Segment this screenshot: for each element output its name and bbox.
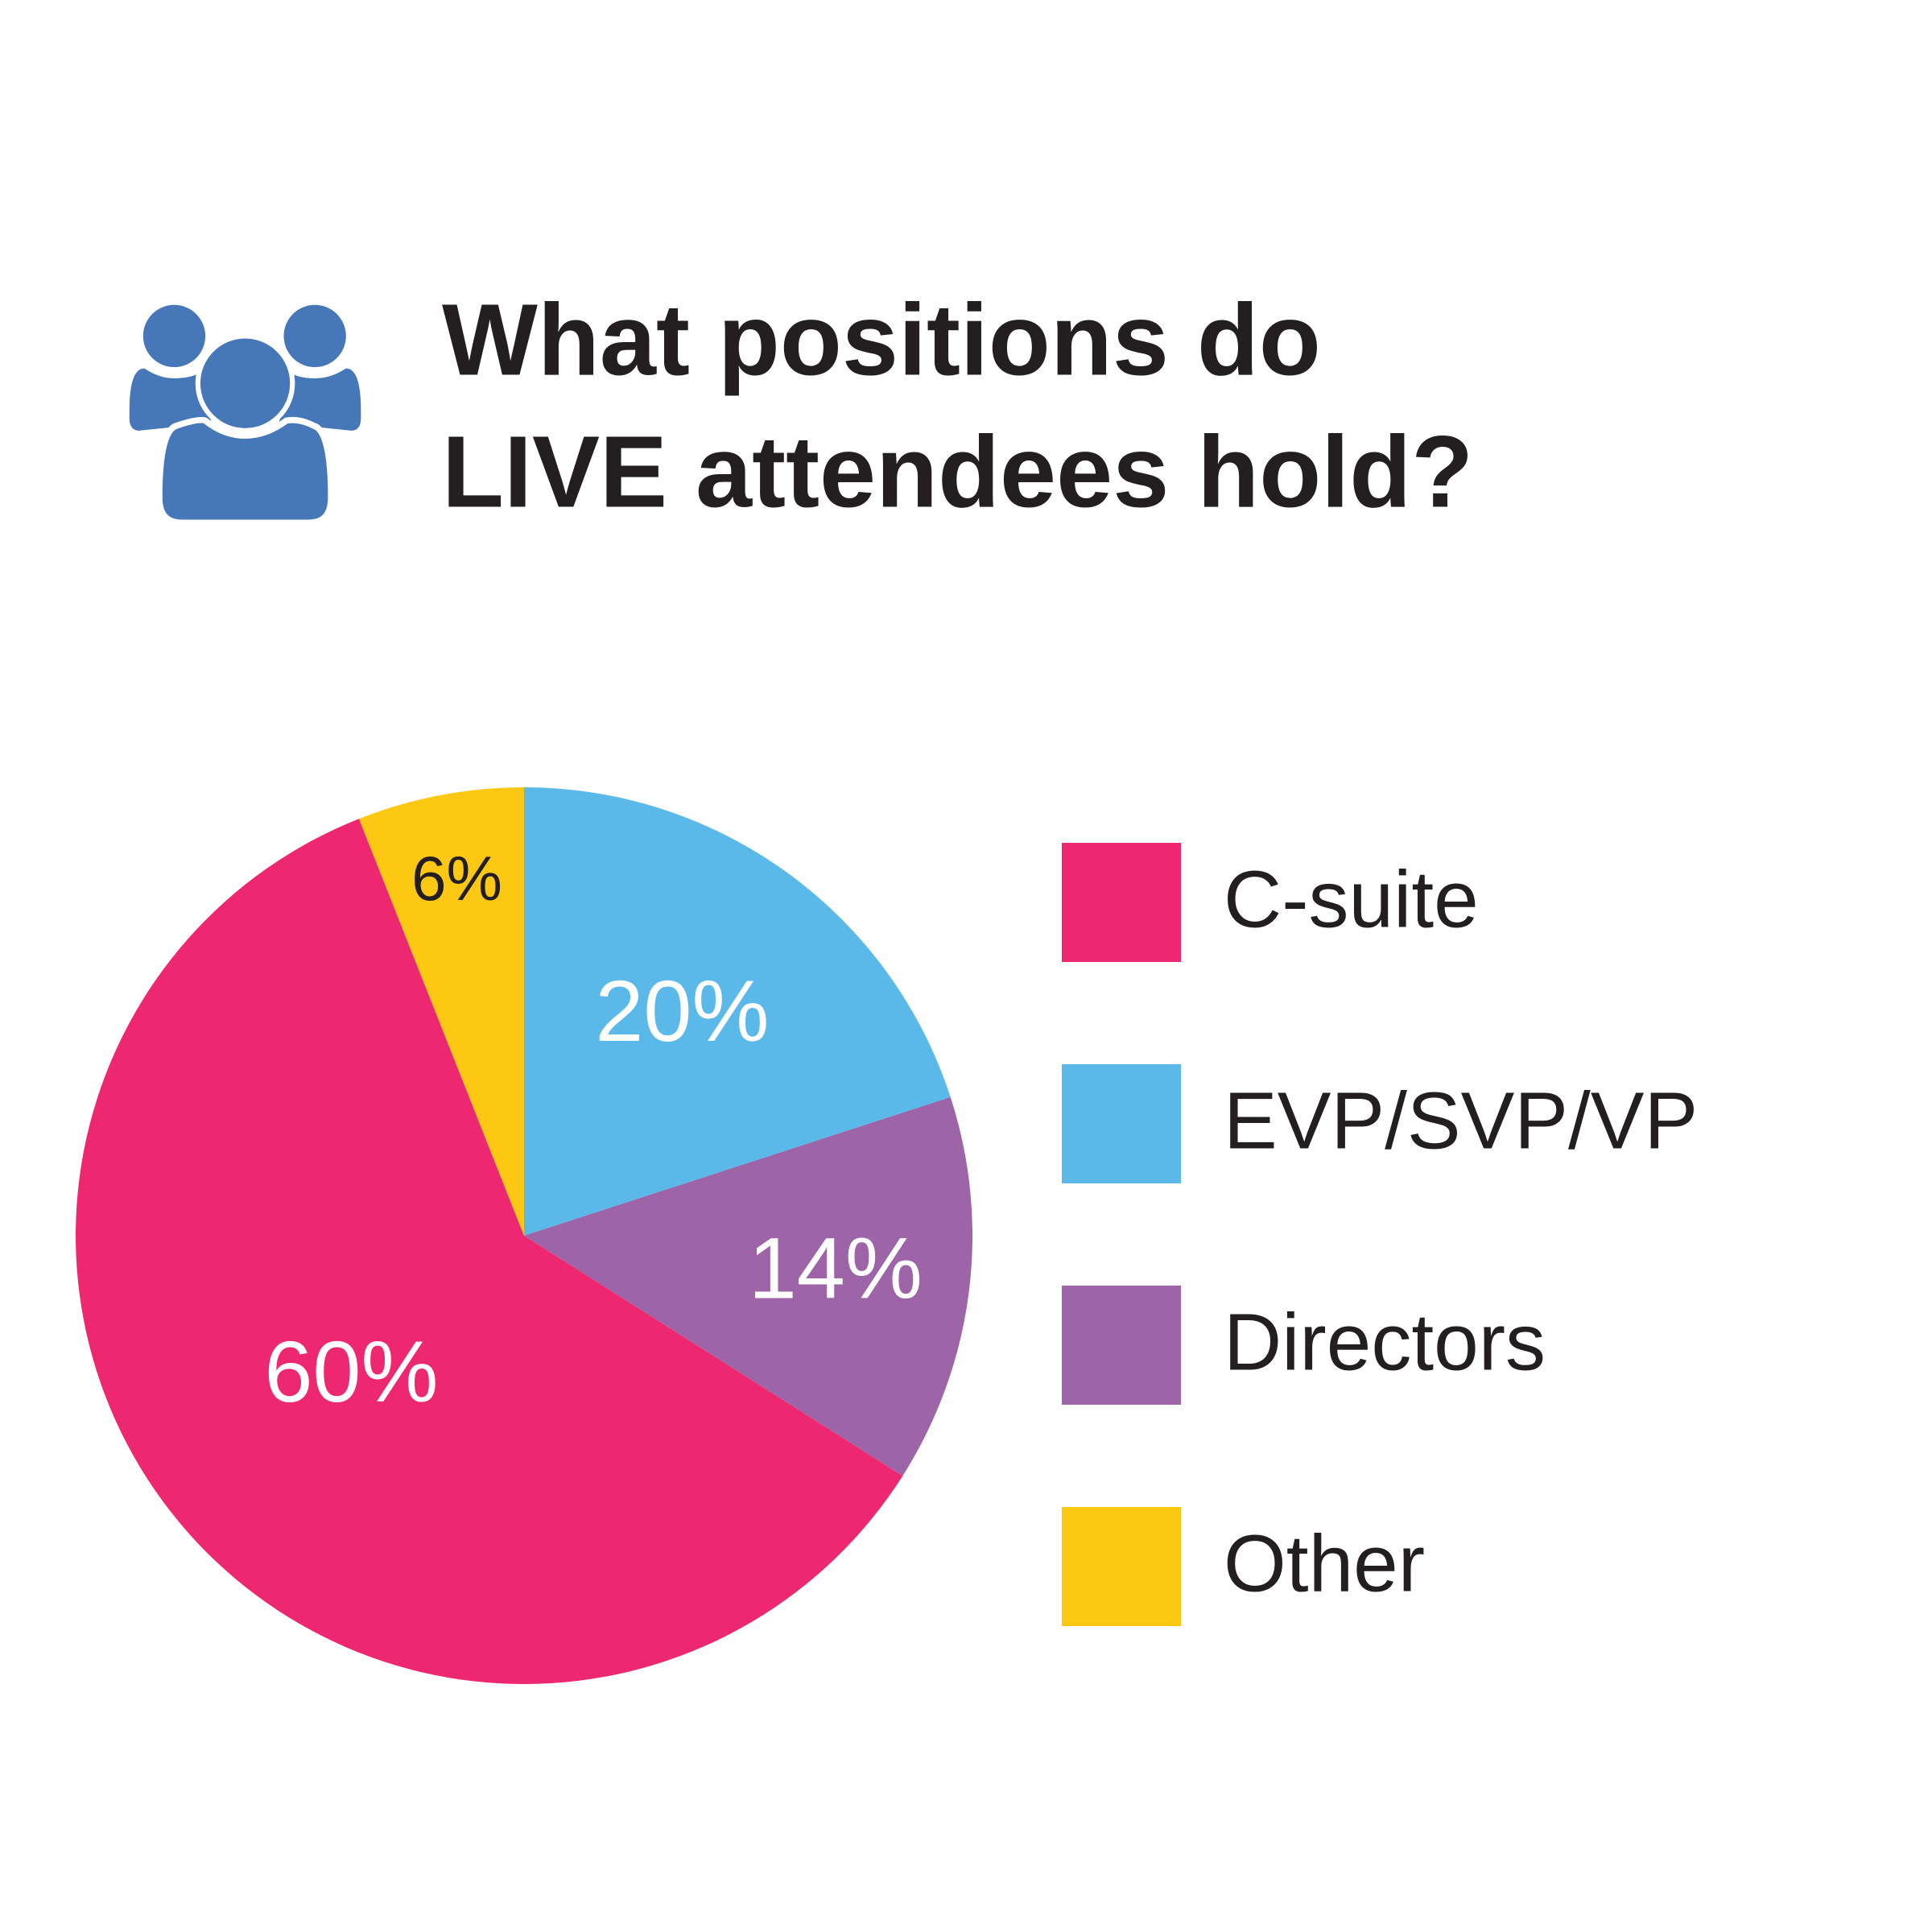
people-icon <box>129 304 361 526</box>
data-label: 14% <box>749 1219 923 1316</box>
legend-label: C-suite <box>1224 854 1479 944</box>
data-label: 6% <box>411 843 502 914</box>
legend-label: EVP/SVP/VP <box>1224 1075 1698 1166</box>
legend-label: Other <box>1224 1518 1425 1608</box>
pie-slice <box>524 1096 972 1476</box>
chart-title: LIVE attendees hold? <box>442 415 1473 528</box>
legend-swatch <box>1062 1507 1181 1626</box>
pie-slice <box>75 819 903 1684</box>
data-label: 20% <box>595 962 769 1059</box>
chart-title: What positions do <box>442 283 1321 396</box>
data-label: 60% <box>264 1323 438 1420</box>
legend-swatch <box>1062 843 1181 962</box>
legend-swatch <box>1062 1286 1181 1405</box>
legend-swatch <box>1062 1064 1181 1183</box>
legend-label: Directors <box>1224 1297 1546 1387</box>
pie-slice <box>358 787 524 1236</box>
pie-slice <box>524 787 951 1236</box>
